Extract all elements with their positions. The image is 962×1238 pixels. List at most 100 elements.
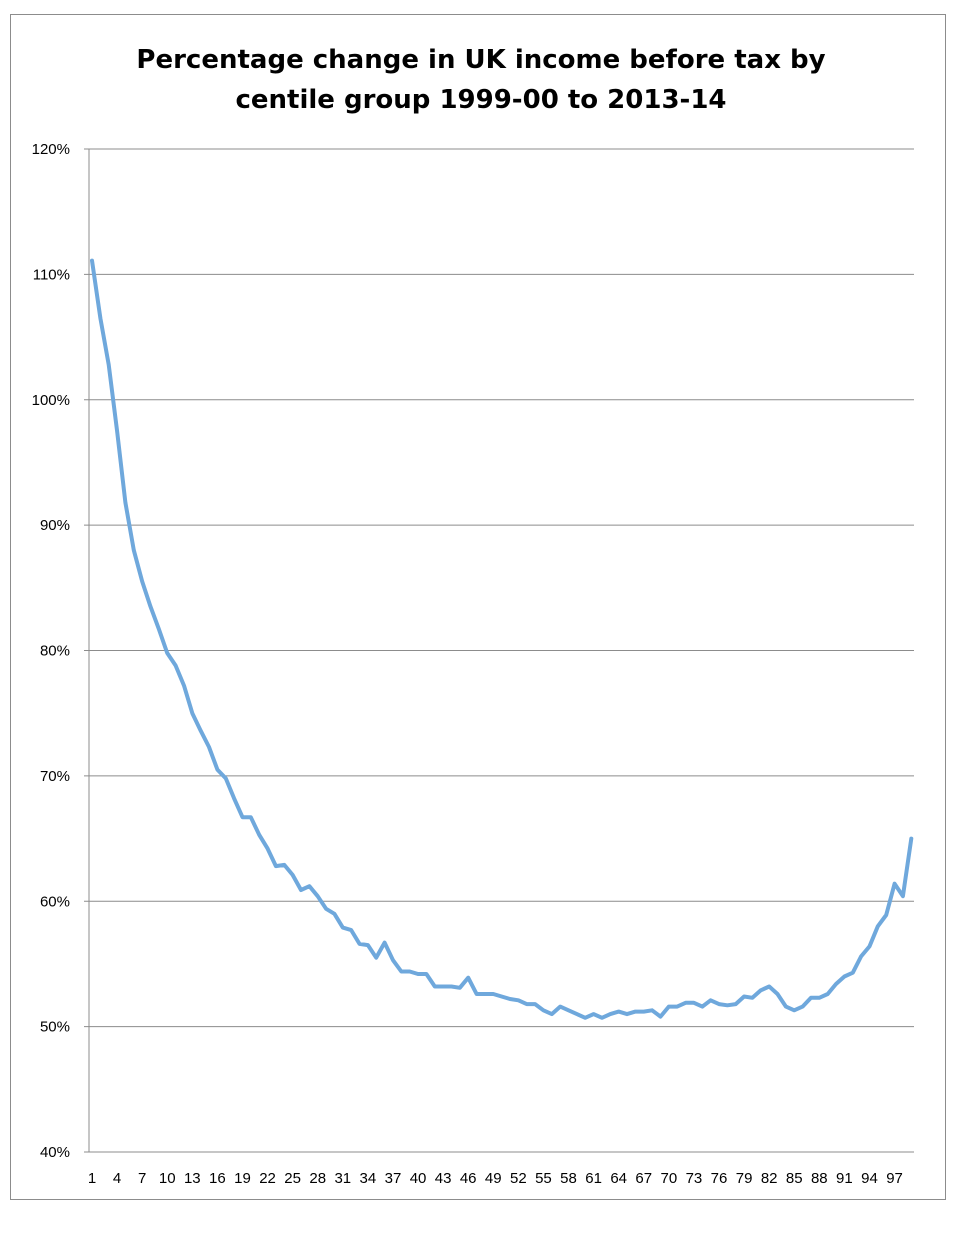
x-tick-label: 4 bbox=[113, 1170, 121, 1187]
x-tick-label: 91 bbox=[836, 1170, 853, 1187]
y-tick-label: 100% bbox=[32, 392, 70, 409]
data-point bbox=[776, 992, 780, 996]
data-point bbox=[165, 651, 169, 655]
data-point bbox=[684, 1001, 688, 1005]
data-point bbox=[600, 1016, 604, 1020]
data-point bbox=[826, 992, 830, 996]
data-point bbox=[516, 998, 520, 1002]
data-point bbox=[901, 894, 905, 898]
x-tick-label: 76 bbox=[711, 1170, 728, 1187]
data-point bbox=[115, 429, 119, 433]
chart-title-line-1: Percentage change in UK income before ta… bbox=[136, 45, 826, 75]
data-point bbox=[608, 1012, 612, 1016]
data-point bbox=[449, 985, 453, 989]
data-point bbox=[876, 924, 880, 928]
data-point bbox=[232, 796, 236, 800]
data-point bbox=[700, 1005, 704, 1009]
y-tick-label: 60% bbox=[40, 893, 70, 910]
data-point bbox=[291, 873, 295, 877]
x-tick-label: 94 bbox=[861, 1170, 878, 1187]
data-point bbox=[525, 1002, 529, 1006]
y-tick-label: 90% bbox=[40, 517, 70, 534]
x-tick-label: 37 bbox=[385, 1170, 402, 1187]
data-point bbox=[851, 971, 855, 975]
data-point bbox=[893, 882, 897, 886]
data-point bbox=[383, 941, 387, 945]
data-point bbox=[491, 992, 495, 996]
y-tick-label: 70% bbox=[40, 768, 70, 785]
y-tick-label: 110% bbox=[33, 266, 70, 283]
data-point bbox=[458, 986, 462, 990]
data-point bbox=[658, 1015, 662, 1019]
x-tick-label: 31 bbox=[334, 1170, 351, 1187]
x-tick-label: 67 bbox=[635, 1170, 652, 1187]
x-tick-label: 55 bbox=[535, 1170, 552, 1187]
data-point bbox=[558, 1005, 562, 1009]
x-tick-label: 61 bbox=[585, 1170, 602, 1187]
data-point bbox=[190, 711, 194, 715]
x-tick-label: 58 bbox=[560, 1170, 577, 1187]
data-point bbox=[675, 1005, 679, 1009]
data-point bbox=[709, 998, 713, 1002]
data-point bbox=[274, 864, 278, 868]
data-point bbox=[332, 912, 336, 916]
data-point bbox=[583, 1016, 587, 1020]
chart-title-line-2: centile group 1999-00 to 2013-14 bbox=[235, 85, 727, 115]
data-point bbox=[500, 995, 504, 999]
x-tick-label: 19 bbox=[234, 1170, 251, 1187]
x-tick-label: 85 bbox=[786, 1170, 803, 1187]
data-point bbox=[98, 316, 102, 320]
y-tick-label: 40% bbox=[40, 1144, 70, 1161]
data-point bbox=[801, 1005, 805, 1009]
x-tick-label: 28 bbox=[309, 1170, 326, 1187]
data-point bbox=[149, 605, 153, 609]
x-tick-label: 7 bbox=[138, 1170, 146, 1187]
data-point bbox=[642, 1010, 646, 1014]
data-point bbox=[299, 888, 303, 892]
x-tick-label: 1 bbox=[88, 1170, 96, 1187]
x-tick-label: 52 bbox=[510, 1170, 527, 1187]
data-point bbox=[842, 974, 846, 978]
data-point bbox=[358, 942, 362, 946]
data-point bbox=[750, 996, 754, 1000]
x-tick-label: 25 bbox=[284, 1170, 301, 1187]
data-point bbox=[625, 1012, 629, 1016]
data-point bbox=[399, 969, 403, 973]
data-point bbox=[341, 926, 345, 930]
x-tick-label: 82 bbox=[761, 1170, 778, 1187]
chart-title: Percentage change in UK income before ta… bbox=[0, 40, 962, 120]
data-point bbox=[541, 1008, 545, 1012]
data-point bbox=[817, 996, 821, 1000]
data-point bbox=[374, 956, 378, 960]
data-point bbox=[433, 985, 437, 989]
data-point bbox=[884, 913, 888, 917]
data-point bbox=[592, 1012, 596, 1016]
x-tick-label: 79 bbox=[736, 1170, 753, 1187]
data-point bbox=[107, 363, 111, 367]
chart-frame bbox=[10, 14, 946, 1200]
series bbox=[90, 258, 914, 1020]
data-point bbox=[759, 988, 763, 992]
y-tick-label: 50% bbox=[40, 1019, 70, 1036]
y-axis-ticks: 40% 50% 60% 70% 80% 90% 100% 110% 120% bbox=[32, 141, 89, 1161]
data-point bbox=[157, 627, 161, 631]
data-point bbox=[650, 1008, 654, 1012]
data-point bbox=[307, 884, 311, 888]
data-point bbox=[249, 815, 253, 819]
data-point bbox=[349, 928, 353, 932]
data-point bbox=[667, 1005, 671, 1009]
data-point bbox=[266, 847, 270, 851]
data-point bbox=[859, 954, 863, 958]
data-point bbox=[240, 815, 244, 819]
y-tick-label: 120% bbox=[32, 141, 70, 158]
data-point bbox=[424, 972, 428, 976]
data-point bbox=[391, 958, 395, 962]
data-point bbox=[784, 1005, 788, 1009]
data-point bbox=[466, 976, 470, 980]
data-point bbox=[215, 768, 219, 772]
data-point bbox=[366, 943, 370, 947]
data-point bbox=[692, 1001, 696, 1005]
data-point bbox=[533, 1002, 537, 1006]
data-point bbox=[834, 982, 838, 986]
data-point bbox=[633, 1010, 637, 1014]
